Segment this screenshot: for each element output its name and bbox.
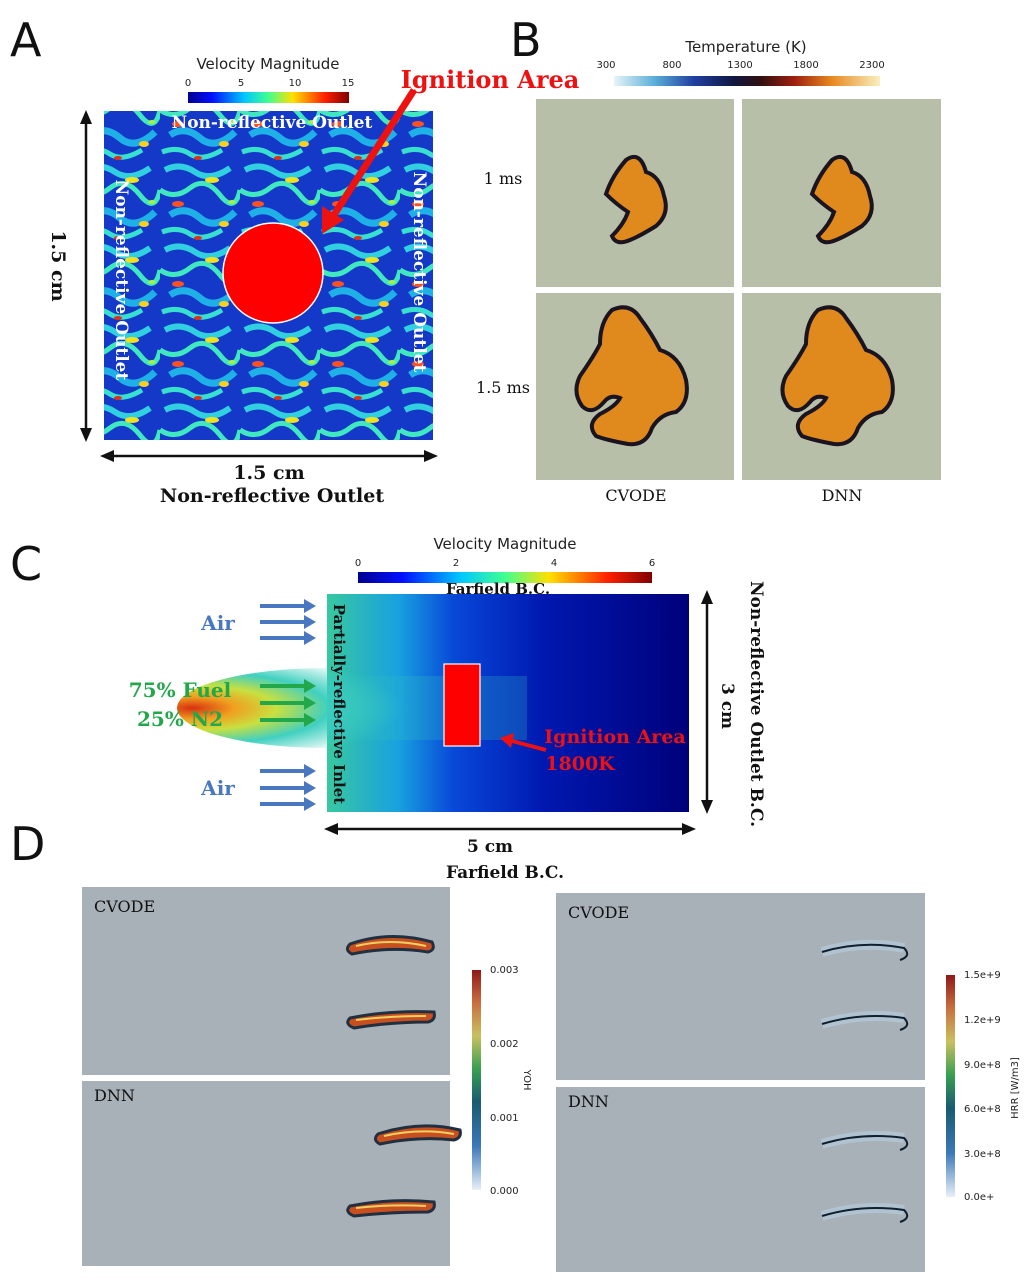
- fuel-label-1: 75% Fuel: [129, 678, 232, 702]
- colorbar-yoh-tick: 0.002: [490, 1039, 519, 1050]
- yoh-cvode-label: CVODE: [94, 897, 155, 916]
- frame-yoh-cvode: [82, 887, 450, 1075]
- colorbar-a-tick: 0: [185, 78, 191, 89]
- frame-hrr-dnn: [556, 1087, 925, 1272]
- yoh-flames: [345, 935, 462, 1218]
- colorbar-yoh-tick: 0.000: [490, 1186, 519, 1197]
- width-label-c: 5 cm: [467, 837, 513, 857]
- panel-letter-d: D: [10, 817, 45, 871]
- flame-dnn-1ms: [809, 155, 874, 245]
- hrr-cvode-label: CVODE: [568, 903, 629, 922]
- row-label-15ms: 1.5 ms: [476, 378, 530, 397]
- colorbar-b-tick: 1300: [727, 60, 752, 71]
- fuel-jet-band: [327, 676, 527, 740]
- air-label-bottom: Air: [200, 776, 235, 800]
- colorbar-c-tick: 2: [453, 558, 459, 569]
- colorbar-yoh-title: YOH: [521, 1069, 532, 1091]
- height-label-c: 3 cm: [717, 683, 737, 729]
- panel-d-right: CVODE DNN 1.5e+9 1.2e+9 9.0e+8 6.0e+8 3.…: [556, 893, 1021, 1272]
- colorbar-c-tick: 4: [551, 558, 557, 569]
- colorbar-yoh-tick: 0.001: [490, 1113, 519, 1124]
- colorbar-hrr-title: HRR [W/m3]: [1010, 1057, 1021, 1119]
- hrr-flames: [820, 939, 909, 1223]
- inlet-label: Partially-reflective Inlet: [330, 604, 348, 804]
- panel-c: Velocity Magnitude 0 2 4 6 Farfield B.C.…: [129, 535, 766, 883]
- colorbar-hrr-tick: 6.0e+8: [964, 1104, 1001, 1115]
- colorbar-c-tick: 0: [355, 558, 361, 569]
- col-label-dnn: DNN: [822, 486, 863, 505]
- fuel-arrows: [260, 679, 316, 727]
- farfield-top-label: Farfield B.C.: [446, 580, 550, 598]
- colorbar-hrr-tick: 1.5e+9: [964, 970, 1001, 981]
- colorbar-c-tick: 6: [649, 558, 655, 569]
- colorbar-c: [358, 572, 652, 583]
- colorbar-hrr-tick: 3.0e+8: [964, 1149, 1001, 1160]
- colorbar-yoh-tick: 0.003: [490, 965, 519, 976]
- colorbar-b-tick: 800: [662, 60, 681, 71]
- air-arrows-top: [260, 599, 316, 645]
- colorbar-a-title: Velocity Magnitude: [196, 55, 339, 73]
- colorbar-a-tick: 10: [289, 78, 302, 89]
- width-label-a: 1.5 cm: [233, 462, 304, 484]
- panel-letter-b: B: [510, 13, 542, 67]
- yoh-dnn-label: DNN: [94, 1086, 135, 1105]
- flame-cvode-1ms: [603, 155, 668, 245]
- col-label-cvode: CVODE: [605, 486, 666, 505]
- ignition-arrow-a: [329, 88, 417, 220]
- ignition-label-c-1: Ignition Area: [544, 726, 685, 748]
- colorbar-hrr-tick: 1.2e+9: [964, 1015, 1001, 1026]
- colorbar-c-title: Velocity Magnitude: [433, 535, 576, 553]
- fuel-jet-core: [177, 668, 477, 748]
- hrr-dnn-label: DNN: [568, 1092, 609, 1111]
- panel-letter-c: C: [10, 537, 42, 591]
- ignition-rect-c: [443, 663, 481, 747]
- colorbar-hrr-tick: 9.0e+8: [964, 1060, 1001, 1071]
- ignition-label-c-2: 1800K: [545, 753, 616, 775]
- outlet-top-label: Non-reflective Outlet: [172, 113, 373, 133]
- row-label-1ms: 1 ms: [484, 169, 523, 188]
- ignition-label-a: Ignition Area: [401, 65, 580, 94]
- colorbar-b-tick: 1800: [793, 60, 818, 71]
- frame-hrr-cvode: [556, 893, 925, 1080]
- colorbar-hrr: [946, 975, 955, 1197]
- panel-d-left: CVODE DNN 0.003 0.002 0.001 0.000 YOH: [82, 887, 532, 1266]
- colorbar-hrr-tick: 0.0e+: [964, 1192, 994, 1203]
- frame-yoh-dnn: [82, 1081, 450, 1266]
- flame-dnn-15ms: [780, 305, 895, 447]
- outlet-bottom-label: Non-reflective Outlet: [160, 485, 384, 507]
- panel-a: Velocity Magnitude 0 5 10 15 Non-reflect…: [47, 55, 579, 507]
- ignition-arrow-c: [511, 739, 547, 752]
- farfield-bottom-label: Farfield B.C.: [446, 863, 564, 883]
- outlet-label-c: Non-reflective Outlet B.C.: [746, 581, 766, 827]
- colorbar-b-tick: 2300: [859, 60, 884, 71]
- outlet-left-label: Non-reflective Outlet: [111, 180, 131, 381]
- colorbar-yoh: [472, 970, 481, 1190]
- ignition-arrow-a-head: [322, 206, 344, 234]
- air-label-top: Air: [200, 611, 235, 635]
- colorbar-b-tick: 300: [596, 60, 615, 71]
- colorbar-a-tick: 15: [342, 78, 355, 89]
- ignition-arrow-c-head: [500, 733, 514, 748]
- colorbar-b: [614, 76, 880, 86]
- fuel-label-2: 25% N2: [137, 707, 223, 731]
- colorbar-b-title: Temperature (K): [684, 38, 806, 56]
- air-arrows-bottom: [260, 764, 316, 811]
- colorbar-a-tick: 5: [238, 78, 244, 89]
- outlet-right-label: Non-reflective Outlet: [409, 172, 429, 373]
- panel-letter-a: A: [10, 13, 42, 67]
- colorbar-a: [188, 92, 349, 103]
- panel-b: Temperature (K) 300 800 1300 1800 2300 1…: [476, 38, 941, 505]
- ignition-circle: [222, 222, 324, 324]
- height-label-a: 1.5 cm: [47, 230, 69, 301]
- flame-cvode-15ms: [574, 305, 689, 447]
